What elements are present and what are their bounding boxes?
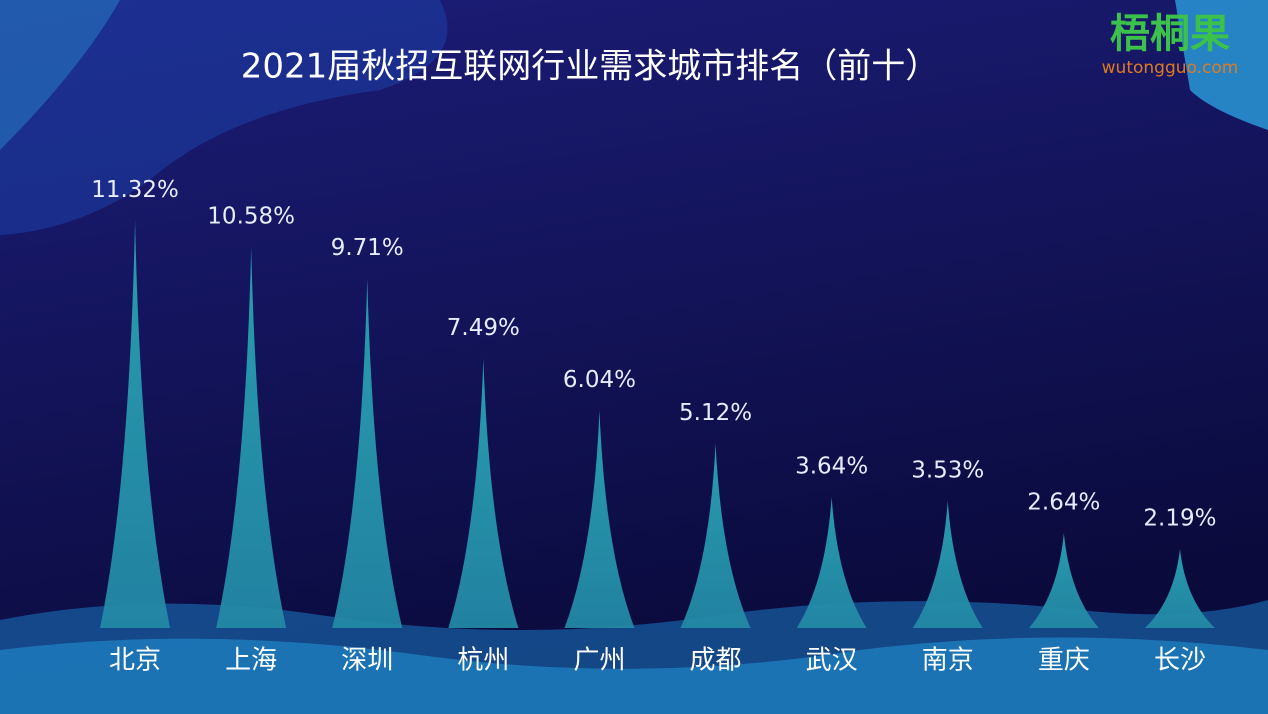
spike-bar — [912, 500, 983, 628]
x-tick-label: 武汉 — [806, 646, 858, 676]
value-label: 7.49% — [447, 315, 520, 341]
spike-bar — [564, 410, 635, 628]
spike-bar — [796, 496, 867, 628]
corner-decoration — [1175, 0, 1268, 130]
x-tick-label: 上海 — [225, 646, 277, 676]
value-label: 2.64% — [1027, 489, 1100, 515]
x-tick-label: 重庆 — [1038, 646, 1090, 676]
x-tick-label: 南京 — [922, 646, 974, 676]
value-label: 11.32% — [91, 177, 179, 203]
x-tick-label: 广州 — [573, 646, 625, 676]
chart-title: 2021届秋招互联网行业需求城市排名（前十） — [241, 47, 940, 87]
value-label: 9.71% — [331, 235, 404, 261]
value-label: 10.58% — [207, 204, 295, 230]
spike-bar — [448, 358, 519, 628]
spike-bar — [680, 443, 751, 628]
x-tick-label: 长沙 — [1154, 646, 1206, 676]
value-label: 2.19% — [1143, 506, 1216, 532]
wave-decoration — [0, 0, 120, 150]
value-label: 3.53% — [911, 457, 984, 483]
x-tick-label: 北京 — [109, 646, 161, 676]
x-tick-label: 杭州 — [457, 646, 509, 676]
spike-bar — [1144, 549, 1215, 628]
x-tick-label: 深圳 — [341, 646, 393, 676]
x-tick-label: 成都 — [690, 646, 742, 676]
wave-decoration — [0, 637, 1268, 714]
value-label: 3.64% — [795, 453, 868, 479]
spike-bar — [1028, 532, 1099, 628]
wave-decoration — [0, 0, 448, 235]
spike-bar — [332, 278, 403, 628]
value-label: 6.04% — [563, 367, 636, 393]
logo-name: 梧桐果 — [1110, 11, 1230, 57]
spike-bar — [216, 247, 287, 628]
logo-url: wutongguo.com — [1102, 58, 1239, 78]
spike-bar — [100, 220, 171, 629]
value-label: 5.12% — [679, 400, 752, 426]
